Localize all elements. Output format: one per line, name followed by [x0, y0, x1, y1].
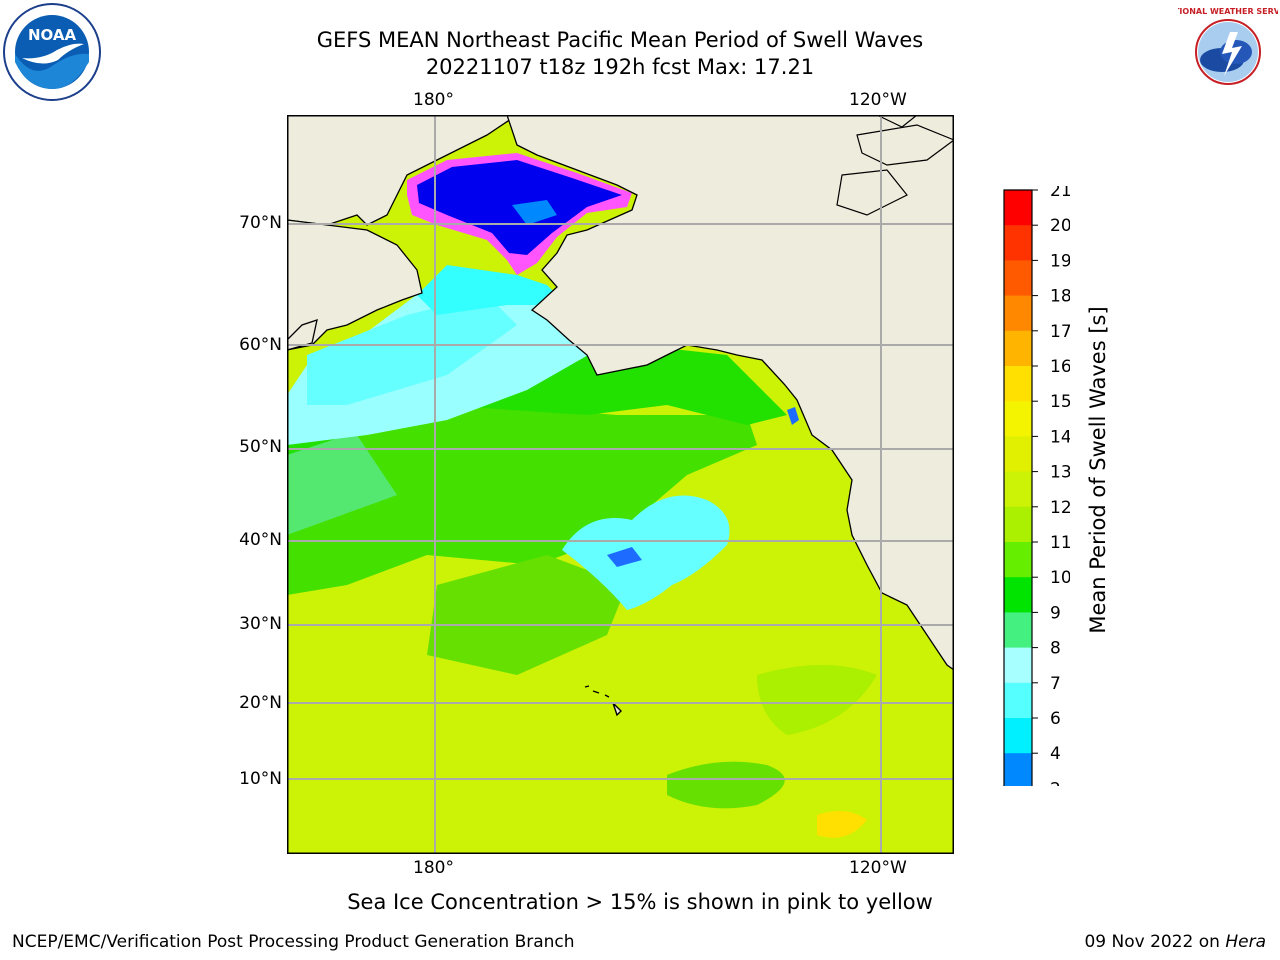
date-host: Hera: [1225, 932, 1266, 952]
colorbar-swatch: [1004, 682, 1032, 719]
date-text: 09 Nov 2022 on Hera: [1084, 932, 1266, 952]
lat-label-30n: 30°N: [239, 614, 282, 634]
credit-text: NCEP/EMC/Verification Post Processing Pr…: [12, 932, 575, 952]
bottom-lon-label-180: 180°: [413, 858, 454, 878]
colorbar: 21 20 19 18 17 16 15 14 13 12 11 10 9 8 7 6 4 2: [1000, 181, 1072, 818]
sea-ice-note: Sea Ice Concentration > 15% is shown in …: [347, 890, 933, 914]
lat-label-20n: 20°N: [239, 693, 282, 713]
colorbar-swatch: [1004, 436, 1032, 473]
sea-ice-blue-patch: [512, 200, 557, 225]
colorbar-swatch: [1004, 471, 1032, 508]
land-alaska-canada: [506, 115, 954, 671]
national-weather-service-logo: NATIONAL WEATHER SERVICE: [1162, 2, 1280, 102]
colorbar-tick-label: 6: [1050, 709, 1061, 729]
colorbar-tick-label: 19: [1050, 251, 1070, 271]
colorbar-swatch: [1004, 718, 1032, 754]
colorbar-tick-label: 13: [1050, 463, 1070, 483]
colorbar-swatch: [1004, 330, 1032, 367]
ocean-blue-inlet: [787, 407, 799, 425]
ocean-cyan-patch-core: [607, 547, 642, 567]
lat-label-60n: 60°N: [239, 335, 282, 355]
colorbar-swatch: [1004, 506, 1032, 543]
colorbar-swatch: [1004, 577, 1032, 613]
colorbar-swatch: [1004, 401, 1032, 437]
map-frame: [287, 115, 954, 854]
colorbar-swatch: [1004, 260, 1032, 297]
ocean-cyan-north-dark: [307, 295, 517, 405]
colorbar-swatch: [1004, 295, 1032, 332]
ocean-green-shelf: [287, 435, 397, 535]
colorbar-tick-label: 21: [1050, 186, 1070, 201]
colorbar-tick-label: 20: [1050, 216, 1070, 236]
lat-label-10n: 10°N: [239, 769, 282, 789]
colorbar-tick-label: 12: [1050, 498, 1070, 518]
colorbar-tick-label: 8: [1050, 639, 1061, 659]
colorbar-swatch: [1004, 647, 1032, 684]
colorbar-tick-label: 2: [1050, 779, 1061, 786]
lat-label-70n: 70°N: [239, 213, 282, 233]
colorbar-swatch: [1004, 225, 1032, 261]
ocean-orange-spot: [817, 811, 867, 838]
ocean-cyan-patch: [562, 495, 730, 610]
land-arctic-island-2: [836, 169, 908, 216]
lat-label-50n: 50°N: [239, 437, 282, 457]
ocean-green-mid: [427, 555, 627, 675]
map-gridlines: [287, 115, 954, 854]
noaa-logo: NOAA: [2, 2, 102, 102]
top-lon-label-180: 180°: [413, 90, 454, 110]
colorbar-swatch: [1004, 542, 1032, 578]
colorbar-tick-label: 18: [1050, 287, 1070, 307]
colorbar-tick-label: 4: [1050, 744, 1061, 764]
colorbar-tick-label: 9: [1050, 603, 1061, 623]
nws-logo-text: NATIONAL WEATHER SERVICE: [1178, 7, 1278, 16]
ocean-green-south: [667, 761, 785, 809]
lat-label-40n: 40°N: [239, 530, 282, 550]
colorbar-swatch: [1004, 366, 1032, 402]
noaa-logo-text: NOAA: [28, 26, 77, 44]
swell-period-map: [287, 115, 954, 854]
top-lon-label-120w: 120°W: [849, 90, 907, 110]
bottom-lon-label-120w: 120°W: [849, 858, 907, 878]
colorbar-tick-label: 10: [1050, 568, 1070, 588]
map-subtitle: 20221107 t18z 192h fcst Max: 17.21: [425, 55, 815, 79]
colorbar-tick-label: 14: [1050, 427, 1070, 447]
land-arctic-island-3: [876, 115, 918, 128]
ocean-green-east: [757, 665, 877, 735]
colorbar-tick-label: 16: [1050, 357, 1070, 377]
colorbar-tick-label: 17: [1050, 322, 1070, 342]
colorbar-tick-label: 11: [1050, 533, 1070, 553]
land-hawaii: [584, 685, 622, 717]
date-prefix: 09 Nov 2022 on: [1084, 932, 1226, 952]
colorbar-label: Mean Period of Swell Waves [s]: [1086, 306, 1110, 634]
colorbar-tick-label: 15: [1050, 392, 1070, 412]
map-title: GEFS MEAN Northeast Pacific Mean Period …: [316, 28, 924, 52]
ocean-cyan-bering: [417, 265, 567, 315]
colorbar-tick-label: 7: [1050, 674, 1061, 694]
colorbar-swatch: [1004, 612, 1032, 649]
colorbar-swatch: [1004, 190, 1032, 226]
colorbar-swatch: [1004, 753, 1032, 789]
